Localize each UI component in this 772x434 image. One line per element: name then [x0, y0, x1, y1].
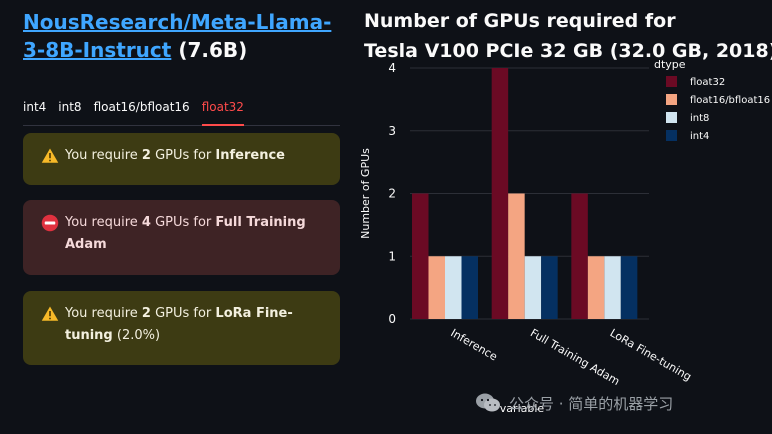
chart-title-line-2: Tesla V100 PCIe 32 GB (32.0 GB, 2018)	[364, 40, 772, 62]
bar-float16-bfloat16-2	[587, 256, 605, 319]
gpu-count: 4	[141, 215, 151, 230]
model-params: (7.6B)	[178, 38, 248, 62]
gpu-count: 2	[141, 148, 151, 163]
model-heading: NousResearch/Meta-Llama-3-8B-Instruct (7…	[23, 8, 343, 64]
tab-int4[interactable]: int4	[23, 99, 47, 114]
no-entry-icon	[41, 214, 59, 232]
chart-panel: Number of GPUs required for Tesla V100 P…	[352, 0, 772, 434]
tab-int8[interactable]: int8	[58, 99, 82, 114]
watermark: 公众号 · 简单的机器学习	[475, 392, 673, 414]
y-axis-label: Number of GPUs	[359, 148, 372, 239]
alert-middle: GPUs for	[150, 148, 216, 163]
bar-int4-0	[461, 256, 478, 319]
y-tick-label: 3	[388, 124, 396, 138]
y-tick-label: 0	[388, 312, 396, 326]
bar-int8-0	[445, 256, 462, 319]
tab-float16-bfloat16[interactable]: float16/bfloat16	[93, 99, 190, 114]
dtype-tabs: int4 int8 float16/bfloat16 float32	[23, 88, 340, 126]
bar-int8-2	[604, 256, 621, 319]
left-panel: NousResearch/Meta-Llama-3-8B-Instruct (7…	[23, 8, 343, 365]
x-tick-label: Inference	[448, 326, 499, 363]
chart-title: Number of GPUs required for Tesla V100 P…	[364, 6, 772, 66]
inference-alert: You require 2 GPUs for Inference	[23, 133, 340, 185]
bar-float16-bfloat16-1	[508, 193, 525, 319]
bar-int4-2	[620, 256, 638, 319]
bar-float32-0	[412, 193, 429, 319]
legend-label: float32	[690, 77, 725, 88]
warning-icon	[41, 306, 59, 321]
legend-label: int8	[690, 113, 709, 124]
y-tick-label: 4	[388, 61, 396, 75]
chart-title-line-1: Number of GPUs required for	[364, 10, 676, 32]
y-tick-label: 2	[388, 187, 396, 201]
task-name: LoRa Fine-tuning	[65, 306, 293, 343]
alert-middle: GPUs for	[150, 306, 216, 321]
x-axis-label: variable	[500, 402, 545, 415]
gpu-count: 2	[141, 306, 151, 321]
model-link[interactable]: NousResearch/Meta-Llama-3-8B-Instruct	[23, 10, 332, 62]
alert-prefix: You require	[65, 148, 142, 163]
legend-swatch	[666, 130, 677, 141]
watermark-text: 公众号 · 简单的机器学习	[509, 394, 674, 413]
legend-swatch	[666, 94, 677, 105]
alert-prefix: You require	[65, 306, 142, 321]
alert-suffix: (2.0%)	[112, 328, 161, 343]
legend-swatch	[666, 112, 677, 123]
y-tick-label: 1	[388, 249, 396, 263]
full-training-alert-text: You require 4 GPUs for Full Training Ada…	[65, 212, 326, 256]
task-name: Inference	[215, 148, 285, 163]
legend-label: float16/bfloat16	[690, 95, 770, 106]
bar-int4-1	[541, 256, 558, 319]
legend-title: dtype	[654, 58, 686, 71]
lora-alert-text: You require 2 GPUs for LoRa Fine-tuning …	[65, 303, 326, 347]
legend-label: int4	[690, 131, 709, 142]
bar-float16-bfloat16-0	[428, 256, 445, 319]
full-training-alert: You require 4 GPUs for Full Training Ada…	[23, 200, 340, 275]
bar-float32-2	[571, 193, 588, 319]
inference-alert-text: You require 2 GPUs for Inference	[65, 145, 285, 167]
alert-prefix: You require	[65, 215, 142, 230]
warning-icon	[41, 148, 59, 163]
wechat-icon	[476, 393, 500, 412]
legend-swatch	[666, 76, 677, 87]
tab-float32[interactable]: float32	[201, 89, 245, 126]
bar-float32-1	[491, 68, 509, 319]
lora-alert: You require 2 GPUs for LoRa Fine-tuning …	[23, 291, 340, 365]
task-name: Full Training Adam	[65, 215, 306, 252]
bar-int8-1	[524, 256, 542, 319]
alert-middle: GPUs for	[150, 215, 216, 230]
